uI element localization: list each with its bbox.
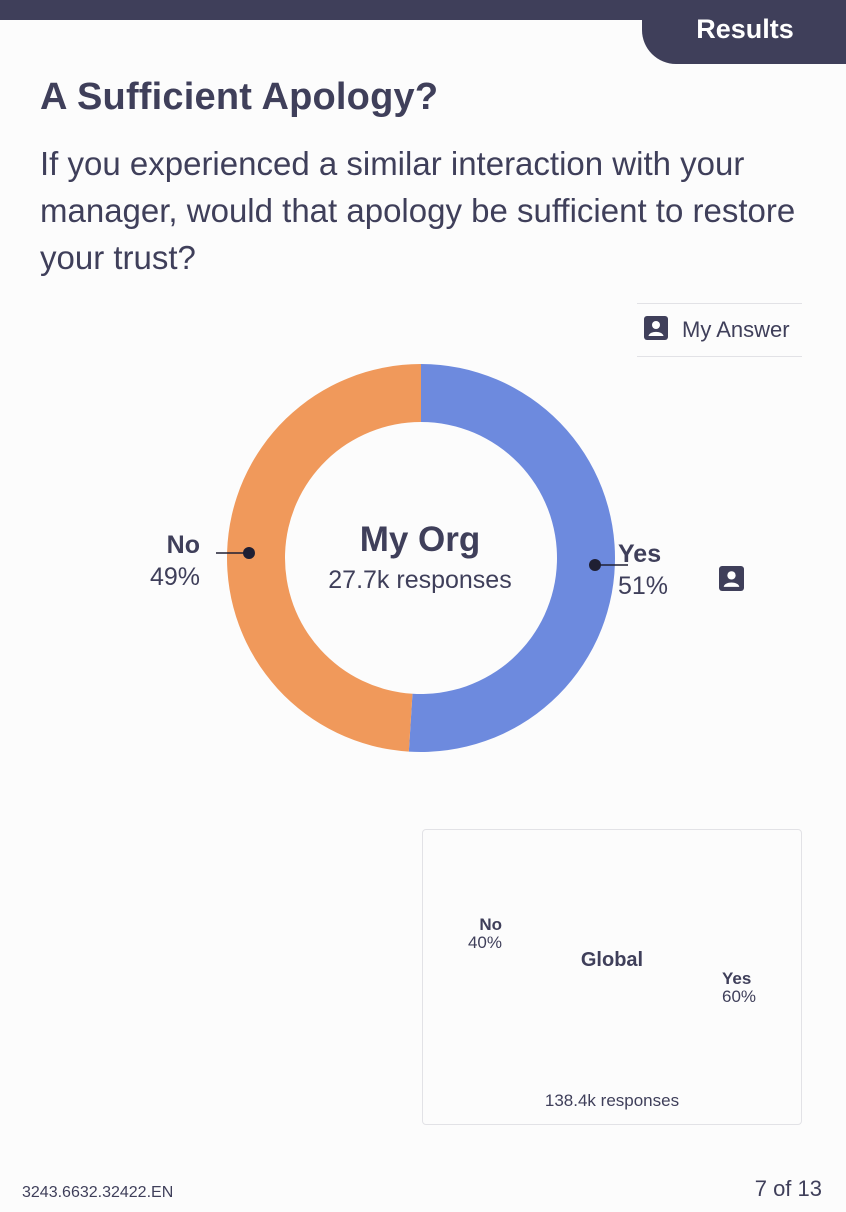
- org-slice-no: [227, 364, 421, 752]
- global-yes-value: 60%: [722, 987, 757, 1006]
- global-yes-label: Yes 60%: [722, 970, 756, 1006]
- header-bar: [0, 0, 846, 20]
- survey-code: 3243.6632.32422.EN: [22, 1184, 174, 1201]
- results-tab[interactable]: Results: [642, 0, 846, 64]
- global-no-label: No 40%: [430, 916, 502, 952]
- org-no-value: 49%: [149, 563, 200, 591]
- my-answer-person-icon: [719, 566, 744, 596]
- org-yes-category: Yes: [618, 540, 662, 568]
- global-chart-title: Global: [580, 949, 644, 971]
- question-title: A Sufficient Apology?: [40, 76, 439, 118]
- global-no-category: No: [479, 915, 502, 934]
- org-yes-dot: [589, 559, 601, 571]
- legend-label: My Answer: [682, 317, 790, 342]
- global-results-card: [422, 829, 802, 1125]
- org-response-count: 27.7k responses: [328, 566, 512, 594]
- global-no-value: 40%: [467, 933, 502, 952]
- my-answer-legend: My Answer: [637, 303, 802, 357]
- org-yes-label: Yes 51%: [618, 538, 668, 602]
- org-chart-title: My Org: [359, 520, 481, 559]
- org-no-dot: [243, 547, 255, 559]
- org-no-label: No 49%: [80, 529, 200, 593]
- question-text: If you experienced a similar interaction…: [40, 145, 796, 276]
- page-indicator: 7 of 13: [754, 1176, 822, 1201]
- org-yes-value: 51%: [618, 572, 669, 600]
- org-no-category: No: [166, 531, 200, 559]
- global-yes-category: Yes: [722, 969, 752, 988]
- global-response-count: 138.4k responses: [544, 1091, 680, 1110]
- person-icon: [644, 315, 668, 345]
- org-slice-yes: [408, 363, 616, 752]
